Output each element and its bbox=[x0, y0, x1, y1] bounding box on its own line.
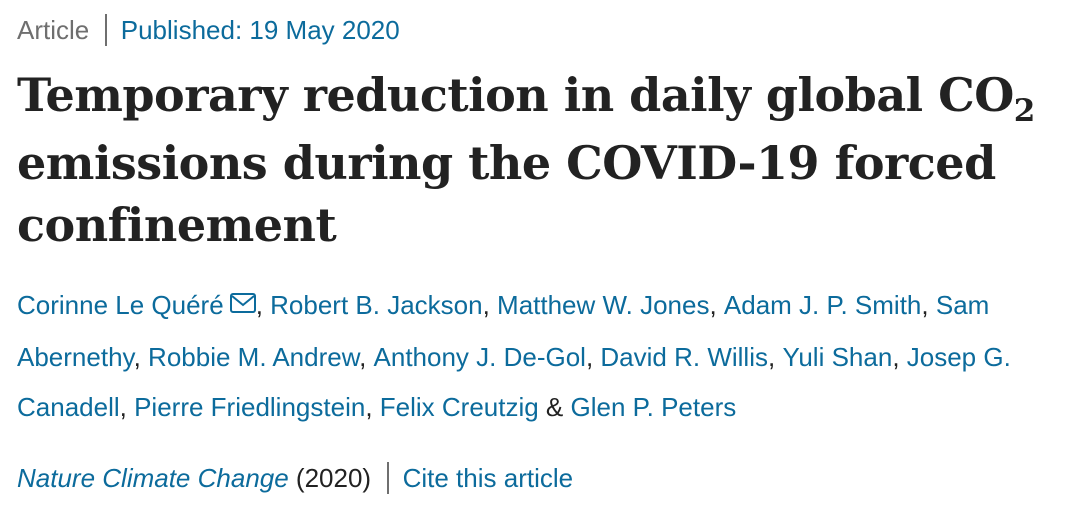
title-part-1: Temporary reduction in daily global CO bbox=[17, 68, 1014, 122]
author-list: Corinne Le Quéré, Robert B. Jackson, Mat… bbox=[17, 280, 1072, 432]
author-item: Sam Abernethy, bbox=[17, 290, 989, 372]
title-subscript: 2 bbox=[1013, 93, 1036, 129]
citation-line: Nature Climate Change (2020) Cite this ar… bbox=[17, 458, 573, 498]
author-link[interactable]: Robbie M. Andrew bbox=[148, 342, 360, 373]
author-separator: , bbox=[585, 342, 601, 373]
author-separator: , bbox=[892, 342, 907, 373]
author-item: Yuli Shan, bbox=[782, 342, 906, 372]
author-item: Glen P. Peters bbox=[571, 392, 737, 422]
author-link[interactable]: Corinne Le Quéré bbox=[17, 290, 224, 320]
publication-year: (2020) bbox=[288, 463, 372, 493]
journal-name: Nature Climate Change bbox=[17, 463, 289, 493]
author-item: Pierre Friedlingstein, bbox=[134, 392, 380, 422]
author-item: Felix Creutzig & bbox=[380, 392, 571, 422]
author-link[interactable]: Glen P. Peters bbox=[570, 392, 737, 423]
author-separator: , bbox=[482, 290, 498, 320]
author-link[interactable]: Sam Abernethy bbox=[17, 290, 990, 373]
article-title: Temporary reduction in daily global CO2 … bbox=[17, 64, 1067, 256]
author-link[interactable]: Anthony J. De-Gol bbox=[373, 342, 586, 373]
cite-article-link[interactable]: Cite this article bbox=[402, 463, 574, 493]
author-separator: , bbox=[359, 342, 374, 373]
author-item: Corinne Le Quéré, bbox=[17, 290, 270, 320]
meta-divider bbox=[105, 14, 107, 47]
article-meta: Article Published: 19 May 2020 bbox=[17, 12, 400, 48]
envelope-icon[interactable] bbox=[229, 279, 256, 329]
author-link[interactable]: Adam J. P. Smith bbox=[723, 290, 922, 320]
author-separator: & bbox=[538, 392, 571, 423]
author-separator: , bbox=[365, 392, 380, 423]
author-item: Adam J. P. Smith, bbox=[724, 290, 936, 320]
author-item: David R. Willis, bbox=[600, 342, 782, 372]
citation-divider bbox=[387, 462, 389, 495]
author-separator: , bbox=[133, 342, 149, 373]
author-separator: , bbox=[921, 290, 936, 320]
author-separator: , bbox=[119, 392, 135, 423]
author-link[interactable]: Yuli Shan bbox=[782, 342, 893, 373]
author-link[interactable]: David R. Willis bbox=[600, 342, 768, 373]
author-item: Matthew W. Jones, bbox=[497, 290, 724, 320]
author-separator: , bbox=[767, 342, 783, 373]
author-link[interactable]: Josep G. Canadell bbox=[17, 342, 1011, 423]
author-separator: , bbox=[255, 290, 271, 320]
published-date: Published: 19 May 2020 bbox=[120, 15, 400, 45]
author-separator: , bbox=[709, 290, 724, 320]
author-item: Josep G. Canadell, bbox=[17, 342, 1011, 422]
title-part-2: emissions during the COVID-19 forced con… bbox=[17, 136, 996, 252]
author-item: Anthony J. De-Gol, bbox=[374, 342, 601, 372]
article-type: Article bbox=[17, 15, 90, 45]
author-link[interactable]: Robert B. Jackson bbox=[270, 290, 483, 320]
author-link[interactable]: Pierre Friedlingstein bbox=[134, 392, 366, 423]
author-link[interactable]: Matthew W. Jones bbox=[497, 290, 710, 320]
author-link[interactable]: Felix Creutzig bbox=[379, 392, 539, 423]
author-item: Robert B. Jackson, bbox=[270, 290, 497, 320]
author-item: Robbie M. Andrew, bbox=[148, 342, 373, 372]
